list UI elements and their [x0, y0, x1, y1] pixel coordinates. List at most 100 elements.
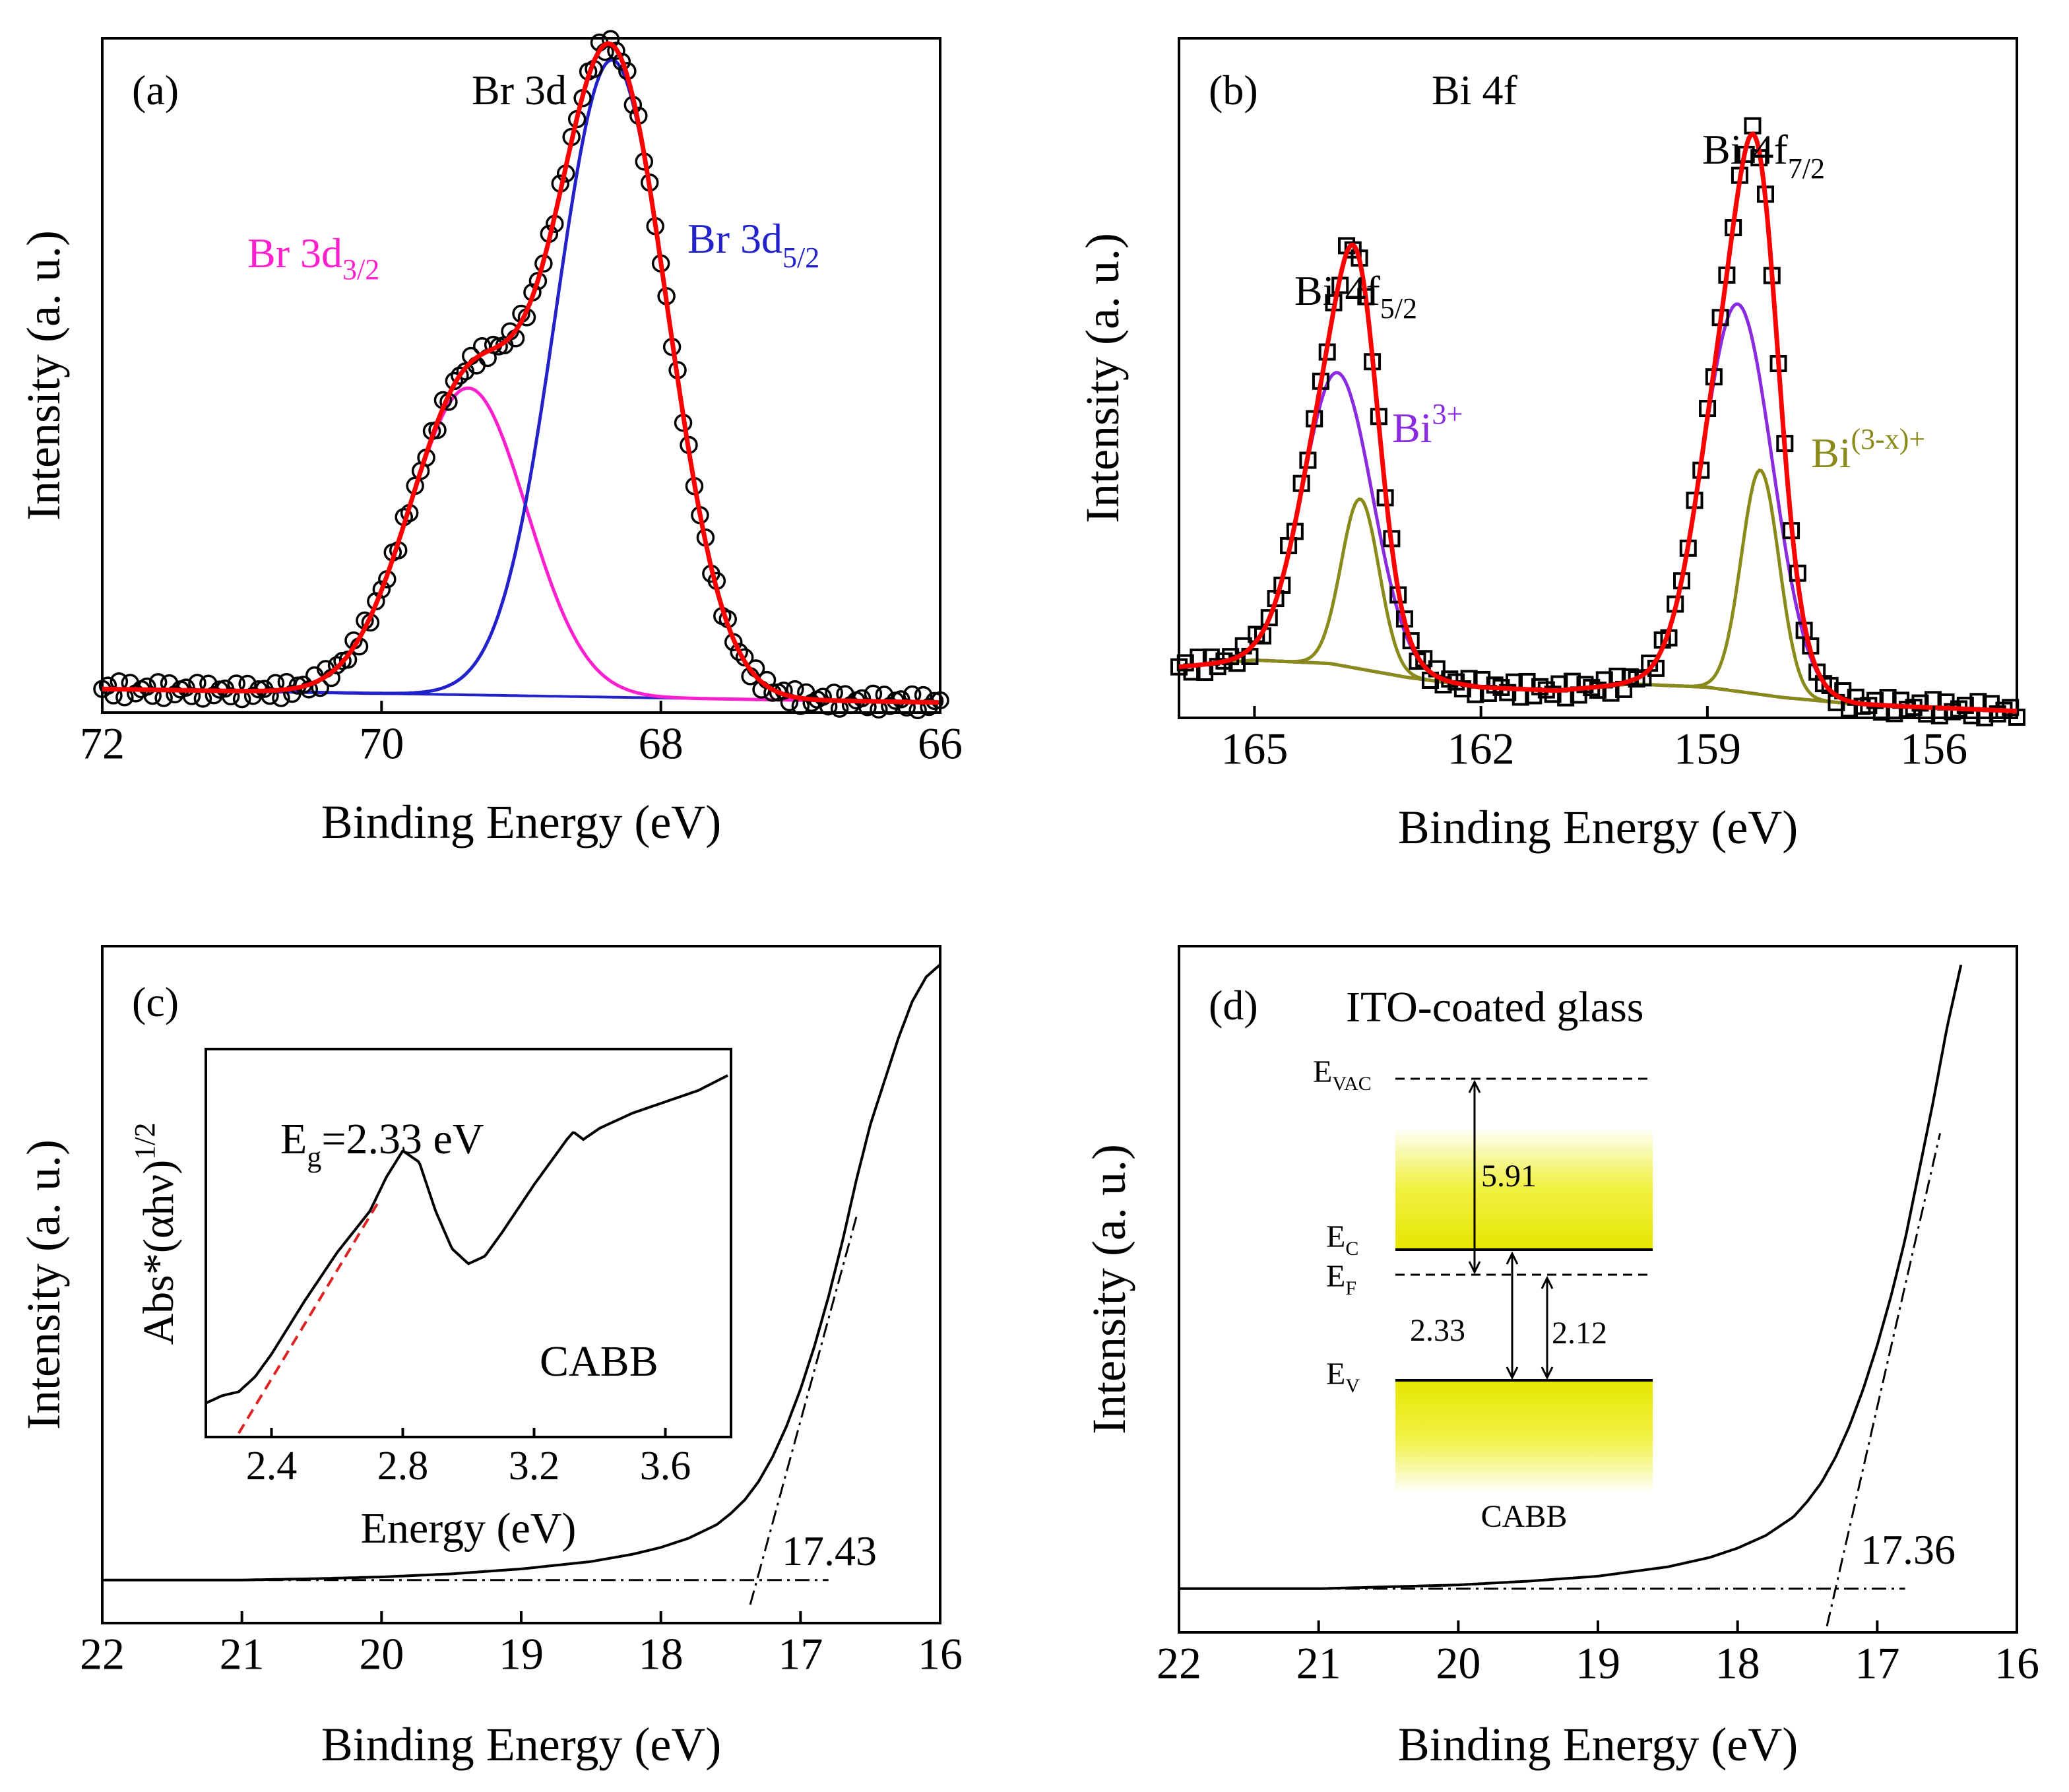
panel-c: 22 21 20 19 18 17 16 (c) 17.43 Binding Energy …	[17, 945, 963, 1771]
valence-band-region	[1395, 1379, 1653, 1492]
level-label-evac: EVAC	[1313, 1054, 1372, 1095]
x-tick-label: 19	[1576, 1638, 1620, 1688]
tauc-inset: 2.4 2.8 3.2 3.6 Eg=2.33 eV CABB Energy (eV)…	[129, 1048, 732, 1552]
x-tick-label: 21	[1296, 1638, 1341, 1688]
component-br-3d3-2	[102, 386, 941, 705]
data-point	[98, 676, 117, 695]
data-point	[730, 643, 748, 661]
x-tick-label: 156	[1900, 723, 1967, 773]
tangent-guide	[1826, 1133, 1942, 1626]
x-tick-label: 68	[639, 718, 684, 768]
tauc-line	[205, 1074, 728, 1405]
panel-a: 72 70 68 66 (a) Br 3d Br 3d3/2 Br 3d5/2 Bin…	[17, 30, 963, 848]
arrow-2-33	[1506, 1251, 1519, 1380]
value-5-91: 5.91	[1481, 1159, 1537, 1194]
component-curves	[1178, 302, 2018, 713]
ups-curve	[1179, 964, 1963, 1590]
x-ticks: 165 162 159 156	[1221, 706, 1967, 773]
component-curves	[102, 58, 941, 705]
ups-curve	[102, 963, 941, 1582]
peak-label-br-3d3-2: Br 3d3/2	[247, 230, 379, 286]
inset-x-tick-label: 3.6	[640, 1444, 691, 1488]
conduction-band-region	[1395, 1128, 1653, 1250]
x-tick-label: 20	[359, 1628, 404, 1679]
plot-frame	[1178, 37, 2018, 719]
x-tick-label: 16	[1994, 1638, 2039, 1688]
bandgap-label: Eg=2.33 eV	[280, 1115, 484, 1173]
x-tick-label: 17	[778, 1628, 823, 1679]
fit-envelope	[102, 41, 941, 705]
y-axis-label: Intensity (a. u.)	[1083, 1144, 1135, 1434]
inset-frame	[205, 1048, 732, 1438]
y-axis-label: Intensity (a. u.)	[1076, 233, 1129, 523]
data-point	[137, 677, 156, 696]
x-ticks: 22 21 20 19 18 17 16	[80, 1611, 963, 1679]
data-point	[154, 689, 173, 707]
level-label-ef: EF	[1326, 1259, 1356, 1299]
x-tick-label: 21	[220, 1628, 265, 1679]
x-axis-label: Binding Energy (eV)	[1398, 801, 1798, 854]
x-tick-label: 66	[918, 718, 963, 768]
level-label-ec: EC	[1326, 1219, 1358, 1260]
band-diagram: EVAC EC EF EV 5.91 2.33 2.12 CABB	[1313, 1054, 1653, 1534]
data-point	[232, 689, 251, 709]
spectrum-line	[1179, 964, 1963, 1590]
data-point	[451, 366, 469, 385]
x-tick-label: 18	[1715, 1638, 1760, 1688]
panel-b: 165 162 159 156 (b) Bi 4f Bi 4f5/2 Bi 4f7/2…	[1076, 37, 2025, 854]
x-tick-label: 165	[1221, 723, 1288, 773]
x-tick-label: 162	[1448, 723, 1515, 773]
data-point	[193, 689, 212, 708]
x-tick-label: 18	[639, 1628, 684, 1679]
x-axis-label: Binding Energy (eV)	[321, 796, 722, 848]
panel-label: (d)	[1209, 982, 1258, 1029]
inset-y-axis-label: Abs*(αhν)1/2	[129, 1123, 183, 1345]
panel-label: (c)	[132, 978, 179, 1025]
tauc-fit-line	[238, 1199, 381, 1434]
y-axis-label: Intensity (a. u.)	[17, 230, 70, 521]
fit-curve	[102, 41, 941, 705]
x-axis-label: Binding Energy (eV)	[1398, 1718, 1798, 1771]
x-tick-label: 70	[359, 718, 404, 768]
level-label-ev: EV	[1326, 1357, 1360, 1397]
tauc-curve	[205, 1074, 728, 1405]
x-ticks: 22 21 20 19 18 17 16	[1157, 1620, 2039, 1688]
band-sample-label: CABB	[1481, 1499, 1568, 1534]
data-point	[1260, 609, 1278, 627]
x-tick-label: 22	[1157, 1638, 1201, 1688]
panel-d: 22 21 20 19 18 17 16 (d) ITO-coated glass 17.3…	[1083, 945, 2039, 1771]
plot-frame	[101, 37, 941, 714]
data-point	[908, 701, 927, 720]
value-2-12: 2.12	[1552, 1316, 1607, 1351]
x-tick-label: 20	[1436, 1638, 1480, 1688]
data-point	[612, 52, 631, 71]
data-point	[327, 656, 346, 675]
data-markers	[93, 30, 949, 720]
sample-label: CABB	[540, 1337, 658, 1386]
chart-title: ITO-coated glass	[1346, 983, 1643, 1031]
data-markers	[1170, 117, 2025, 726]
x-tick-label: 22	[80, 1628, 125, 1679]
x-tick-label: 19	[499, 1628, 544, 1679]
species-label-bi3-x: Bi(3-x)+	[1811, 423, 1925, 476]
cutoff-value: 17.43	[782, 1527, 877, 1574]
spectrum-line	[102, 963, 941, 1582]
x-axis-label: Binding Energy (eV)	[321, 1718, 722, 1771]
panel-label: (b)	[1209, 67, 1258, 113]
data-point	[601, 30, 620, 49]
data-point	[607, 42, 625, 60]
peak-label-bi-4f7-2: Bi 4f7/2	[1702, 126, 1825, 185]
inset-x-tick-label: 2.4	[246, 1444, 298, 1488]
component-br-3d5-2	[102, 58, 941, 705]
inset-x-ticks: 2.4 2.8 3.2 3.6	[246, 1428, 691, 1488]
peak-label-bi-4f5-2: Bi 4f5/2	[1294, 267, 1417, 325]
tangent-guide	[749, 1217, 858, 1605]
x-tick-label: 17	[1855, 1638, 1899, 1688]
chart-title: Br 3d	[472, 67, 567, 113]
chart-title: Bi 4f	[1432, 67, 1517, 113]
cutoff-value: 17.36	[1861, 1526, 1956, 1573]
arrow-5-91	[1468, 1079, 1481, 1275]
value-2-33: 2.33	[1410, 1313, 1465, 1348]
x-tick-label: 159	[1674, 723, 1741, 773]
